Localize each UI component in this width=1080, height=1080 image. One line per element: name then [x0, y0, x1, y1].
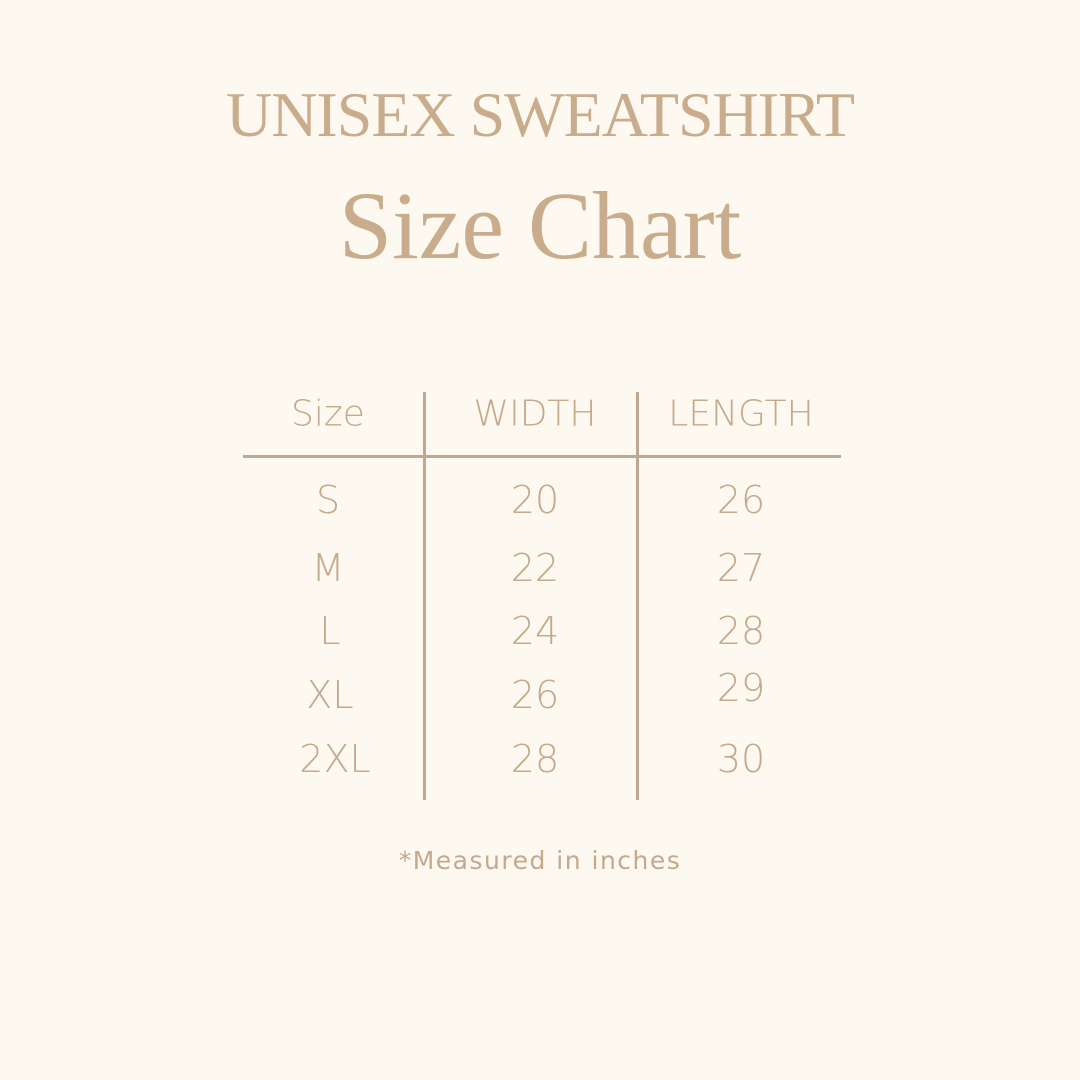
header-width: WIDTH	[473, 393, 597, 435]
cell-length: 28	[716, 609, 766, 653]
cell-size: 2XL	[299, 737, 371, 781]
cell-width: 20	[510, 478, 560, 522]
cell-width: 22	[510, 546, 560, 590]
cell-length: 27	[716, 546, 766, 590]
header-divider	[243, 455, 841, 458]
column-divider	[636, 392, 639, 800]
cell-length: 30	[716, 737, 766, 781]
title-size-chart: Size Chart	[338, 172, 742, 279]
column-divider	[423, 392, 426, 800]
header-size: Size	[291, 393, 365, 435]
cell-length: 26	[716, 478, 766, 522]
cell-size: M	[311, 546, 345, 590]
cell-size: S	[315, 478, 341, 522]
footnote: *Measured in inches	[398, 846, 682, 875]
cell-size: L	[319, 609, 341, 653]
cell-size: XL	[306, 673, 354, 717]
cell-length: 29	[716, 666, 766, 710]
cell-width: 28	[510, 737, 560, 781]
cell-width: 24	[510, 609, 560, 653]
cell-width: 26	[510, 673, 560, 717]
header-length: LENGTH	[668, 393, 814, 435]
title-product: UNISEX SWEATSHIRT	[225, 79, 855, 150]
